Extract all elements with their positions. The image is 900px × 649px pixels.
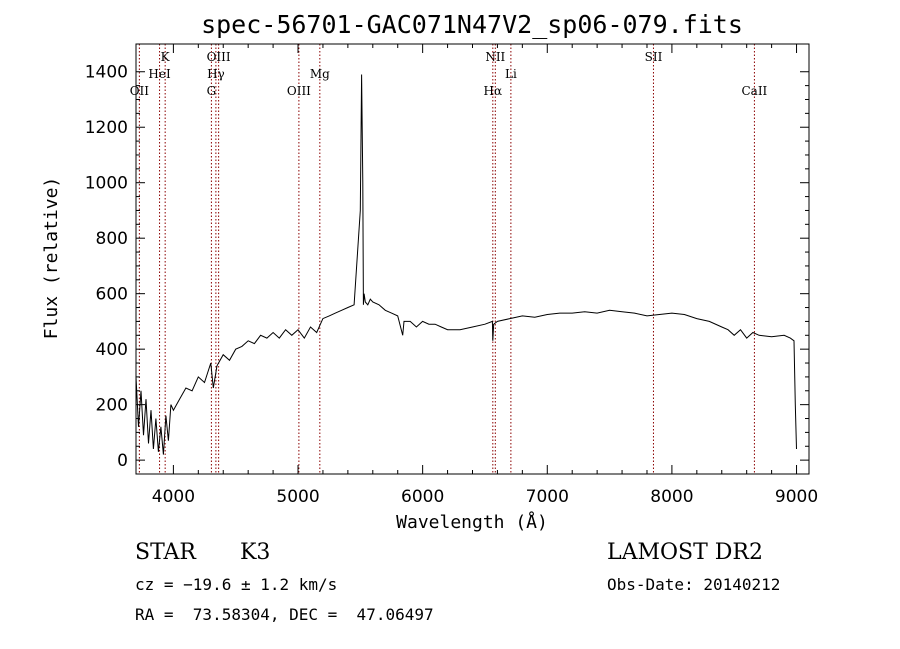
- spectral-line-label: OIII: [287, 84, 311, 98]
- y-axis-label: Flux (relative): [41, 177, 62, 340]
- spectral-line-label: G: [207, 84, 217, 98]
- x-tick-label: 5000: [276, 487, 319, 507]
- plot-frame: [135, 43, 810, 475]
- y-tick-label: 400: [96, 340, 128, 360]
- x-tick-label: 8000: [650, 487, 693, 507]
- spectral-line-label: SII: [645, 50, 663, 64]
- spectral-line-label: Li: [505, 67, 517, 81]
- spectrum-series-line: [135, 74, 797, 455]
- redshift-value: cz = −19.6 ± 1.2 km/s: [135, 575, 338, 594]
- chart-title: spec-56701-GAC071N47V2_sp06-079.fits: [201, 10, 743, 39]
- x-tick-label: 9000: [775, 487, 818, 507]
- x-tick-label: 4000: [152, 487, 195, 507]
- y-tick-label: 800: [96, 229, 128, 249]
- y-tick-label: 1200: [85, 118, 128, 138]
- object-class: STAR: [135, 540, 196, 565]
- y-tick-label: 1000: [85, 174, 128, 194]
- spectral-line-label: NII: [485, 50, 505, 64]
- spectral-line-label: Mg: [310, 67, 330, 81]
- x-axis-label: Wavelength (Å): [396, 511, 548, 533]
- object-subclass: K3: [240, 540, 271, 565]
- axis-ticks: 4000 5000 6000 7000 8000 9000 0 200 400 600 800 100…: [85, 44, 818, 507]
- spectral-line-label: Hγ: [207, 67, 225, 81]
- observation-date: Obs-Date: 20140212: [607, 575, 781, 594]
- x-tick-label: 7000: [526, 487, 569, 507]
- spectral-line-label: Hα: [484, 84, 503, 98]
- x-tick-label: 6000: [401, 487, 444, 507]
- spectral-line-label: OII: [130, 84, 150, 98]
- survey-name: LAMOST DR2: [607, 540, 763, 565]
- y-tick-label: 200: [96, 396, 128, 416]
- coordinates: RA = 73.58304, DEC = 47.06497: [135, 605, 434, 624]
- y-tick-label: 0: [117, 451, 128, 471]
- spectral-line-label: HeI: [148, 67, 171, 81]
- y-tick-label: 600: [96, 285, 128, 305]
- y-tick-label: 1400: [85, 63, 128, 83]
- spectral-line-label: K: [161, 50, 171, 64]
- spectral-line-label: CaII: [741, 84, 767, 98]
- spectral-line-label: OIII: [207, 50, 231, 64]
